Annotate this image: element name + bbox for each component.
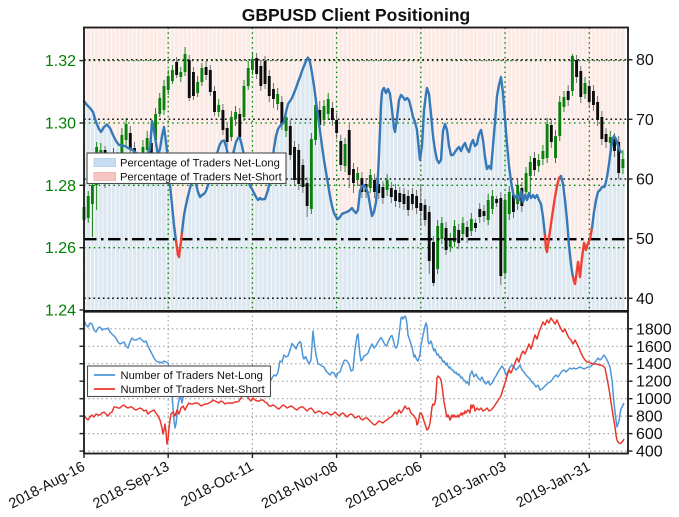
svg-text:1200: 1200 [636,374,672,391]
svg-text:600: 600 [636,426,663,443]
svg-text:1.30: 1.30 [45,116,76,133]
svg-text:1800: 1800 [636,321,672,338]
svg-text:1.32: 1.32 [45,53,76,70]
svg-text:GBPUSD Client Positioning: GBPUSD Client Positioning [242,5,470,25]
svg-text:1600: 1600 [636,339,672,356]
svg-text:Number of Traders Net-Short: Number of Traders Net-Short [121,384,266,396]
svg-text:1400: 1400 [636,356,672,373]
svg-text:40: 40 [636,291,654,308]
svg-text:60: 60 [636,172,654,189]
svg-text:Number of Traders Net-Long: Number of Traders Net-Long [121,370,263,382]
svg-text:1000: 1000 [636,391,672,408]
svg-text:70: 70 [636,112,654,129]
svg-text:400: 400 [636,444,663,461]
svg-text:1.28: 1.28 [45,178,76,195]
svg-text:1.24: 1.24 [45,303,76,320]
svg-text:1.26: 1.26 [45,240,76,257]
svg-text:800: 800 [636,409,663,426]
svg-text:Percentage of Traders Net-Shor: Percentage of Traders Net-Short [120,171,283,183]
svg-text:Percentage of Traders Net-Long: Percentage of Traders Net-Long [120,157,280,169]
svg-text:80: 80 [636,52,654,69]
svg-text:50: 50 [636,231,654,248]
